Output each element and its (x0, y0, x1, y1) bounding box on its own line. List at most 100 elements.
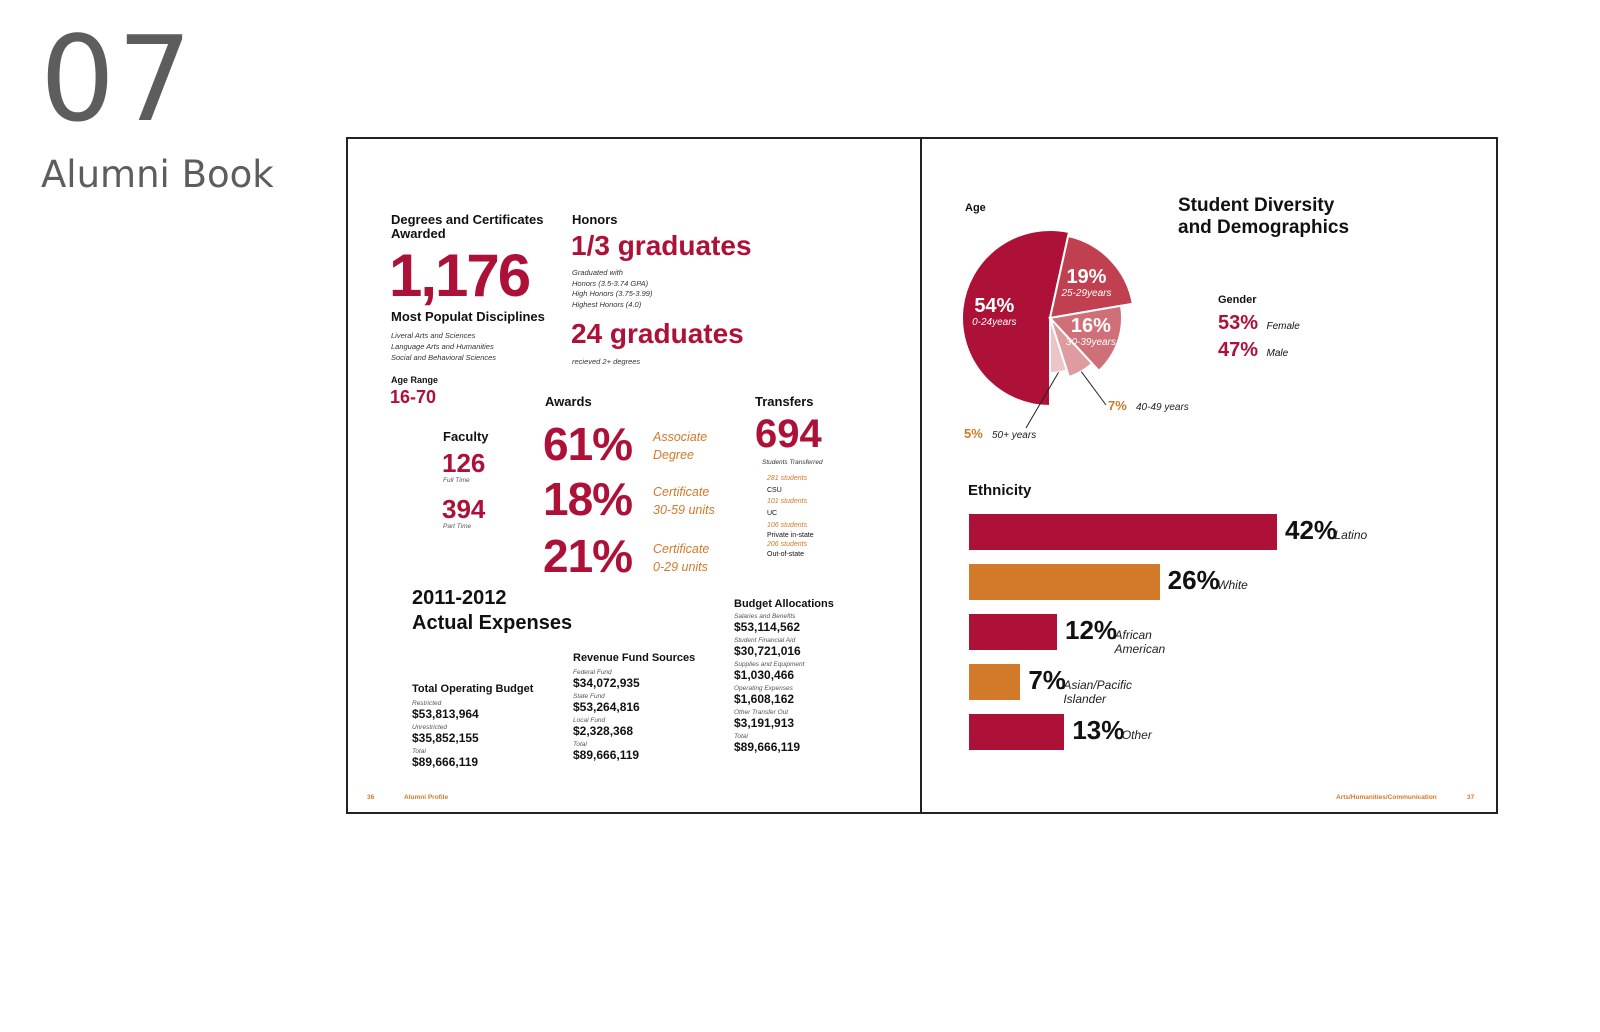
ethnicity-label: African American (1114, 628, 1166, 656)
pie-slice-pct: 16% (1071, 315, 1111, 337)
transfer-dest: UC (767, 510, 778, 518)
left-page (346, 137, 922, 814)
transfer-dest: Private in-state (767, 531, 814, 539)
pie-slice-pct: 5% (964, 426, 983, 441)
ethnicity-bar (969, 614, 1057, 650)
pie-slice-label: 0-24years (972, 317, 1016, 328)
revenue-value: $34,072,935 (573, 676, 640, 690)
award-label: Associate Degree (653, 428, 707, 464)
age-range-title: Age Range (391, 375, 439, 385)
operating-budget-title: Total Operating Budget (412, 683, 534, 695)
diversity-heading-line: Student Diversity (1178, 195, 1335, 216)
right-page-number: 37 (1467, 794, 1475, 801)
expenses-year: 2011-2012 (412, 587, 507, 609)
pie-slice-label: 30-39years (1066, 337, 1116, 348)
honors-value: 1/3 graduates (571, 230, 752, 261)
age-range-value: 16-70 (390, 387, 437, 407)
total-value: $89,666,119 (412, 755, 479, 769)
ethnicity-label: Asian/Pacific Islander (1063, 678, 1133, 706)
honors-lines: Graduated with Honors (3.5-3.74 GPA) Hig… (572, 268, 652, 310)
ethnicity-bar (969, 514, 1277, 550)
ethnicity-pct: 13% (1072, 715, 1125, 745)
budget-label: Restricted (412, 700, 442, 707)
age-pie-chart: 54%0-24years 19%25-29years 16%30-39years 7%… (961, 229, 1189, 441)
gender-block: Gender 53% Female 47% Male (1218, 294, 1300, 362)
allocation-value: $30,721,016 (734, 644, 801, 658)
gender-label: Female (1266, 321, 1300, 332)
award-label-line: 0-29 units (653, 560, 708, 574)
award-pct: 21% (543, 530, 633, 582)
pie-slice-pct: 54% (974, 295, 1014, 317)
transfer-dest: CSU (767, 486, 782, 494)
awards-title: Awards (545, 394, 592, 409)
allocation-label: Student Financial Aid (734, 637, 796, 644)
allocation-value: $1,608,162 (734, 692, 795, 706)
allocation-value: $1,030,466 (734, 668, 795, 682)
pie-slice-pct: 19% (1066, 266, 1106, 288)
pie-slice-label: 50+ years (992, 430, 1036, 441)
left-footer-section: Alumni Profile (404, 794, 449, 801)
honors-line: Honors (3.5-3.74 GPA) (572, 278, 649, 288)
transfers-list: 281 students CSU 101 students UC 106 stu… (767, 473, 814, 561)
transfer-count: 106 students (767, 521, 808, 529)
revenue-label: Federal Fund (573, 669, 612, 676)
transfers-title: Transfers (755, 394, 814, 409)
total-label: Total (573, 741, 587, 748)
gender-pct: 47% (1218, 339, 1259, 361)
honors-line: Graduated with (572, 268, 623, 277)
gender-row: 53% Female (1218, 312, 1300, 335)
pie-slice-pct: 7% (1108, 398, 1127, 413)
diversity-heading-line: and Demographics (1178, 217, 1350, 238)
pie-slice (1049, 317, 1094, 379)
right-footer-section: Arts/Humanities/Communication (1336, 794, 1437, 801)
discipline-item: Language Arts and Humanities (391, 342, 494, 351)
faculty-full-label: Full Time (443, 477, 470, 484)
honors-title: Honors (572, 212, 618, 227)
transfer-count: 281 students (767, 475, 808, 482)
total-value: $89,666,119 (573, 748, 640, 762)
transfer-count: 206 students (767, 541, 808, 549)
pie-leader-line (1080, 371, 1107, 406)
ethnicity-pct: 7% (1028, 665, 1066, 695)
budget-value: $53,813,964 (412, 707, 479, 721)
ethnicity-bar (969, 664, 1021, 700)
portfolio-number: 07 (40, 10, 195, 148)
faculty-part-value: 394 (442, 494, 486, 524)
honors-line: High Honors (3.75-3.99) (572, 289, 653, 298)
disciplines-title: Most Populat Disciplines (391, 309, 545, 324)
pie-slice-label: 40-49 years (1136, 402, 1189, 413)
budget-allocations-title: Budget Allocations (734, 598, 834, 610)
pie-slice-label: 25-29years (1060, 288, 1111, 299)
pie-slice (961, 229, 1071, 408)
age-chart-title: Age (965, 202, 986, 214)
gender-label: Male (1266, 348, 1289, 359)
total-label: Total (734, 733, 748, 740)
ethnicity-bar (969, 564, 1160, 600)
allocation-value: $3,191,913 (734, 716, 795, 730)
faculty-part-label: Part Time (443, 523, 472, 530)
allocation-label: Operating Expenses (734, 685, 793, 692)
award-label-line: Associate (653, 430, 708, 444)
award-label-line: Degree (653, 448, 694, 462)
ethnicity-bar (969, 714, 1065, 750)
ethnicity-pct: 42% (1285, 515, 1338, 545)
gender-pct: 53% (1218, 312, 1259, 334)
allocation-label: Salaries and Benefits (734, 613, 796, 620)
award-label-line: Certificate (653, 485, 710, 499)
honors-caption2: recieved 2+ degrees (572, 357, 641, 366)
transfer-dest: Out-of-state (767, 550, 804, 558)
pie-slice (1048, 304, 1123, 373)
total-value: $89,666,119 (734, 740, 801, 754)
degrees-value: 1,176 (389, 242, 531, 309)
gender-title: Gender (1218, 294, 1257, 306)
diversity-heading: Student Diversity and Demographics (1178, 195, 1349, 239)
budget-label: Unrestricted (412, 724, 448, 731)
allocation-label: Other Transfer Out (734, 709, 789, 716)
award-pct: 61% (543, 418, 633, 470)
budget-value: $35,852,155 (412, 731, 479, 745)
award-pct: 18% (543, 473, 633, 525)
honors-value2: 24 graduates (571, 318, 744, 349)
pie-leader-line (1025, 372, 1059, 429)
disciplines-list: Liveral Arts and Sciences Language Arts … (391, 330, 496, 363)
left-page-number: 36 (367, 794, 375, 801)
